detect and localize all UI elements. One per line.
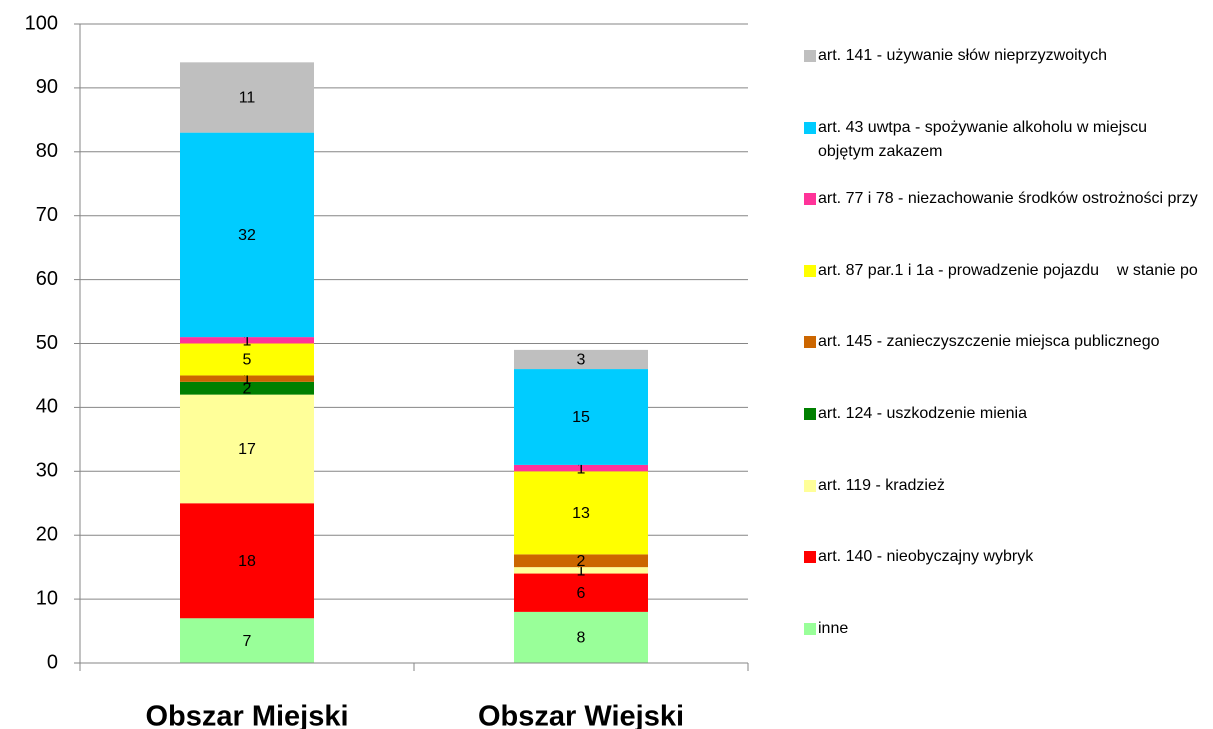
legend-swatch	[804, 193, 816, 206]
legend-label: art. 87 par.1 i 1a - prowadzenie pojazdu…	[818, 261, 1198, 279]
legend-swatch	[804, 479, 816, 492]
legend-label: art. 124 - uszkodzenie mienia	[818, 405, 1027, 422]
legend-label: art. 141 - używanie słów nieprzyzwoitych	[818, 47, 1108, 64]
data-label: 3	[577, 352, 586, 369]
bar-segment	[180, 394, 314, 504]
data-label: 1	[243, 333, 252, 350]
legend-entry: art. 77 i 78 - niezachowanie środków ost…	[804, 187, 1204, 211]
legend-entry: inne	[804, 617, 1204, 641]
y-tick-label: 70	[36, 204, 58, 226]
bar-segment	[514, 369, 648, 465]
legend-entry: art. 119 - kradzież	[804, 474, 1204, 498]
legend-label: art. 77 i 78 - niezachowanie środków ost…	[818, 190, 1198, 208]
data-label: 8	[577, 630, 586, 647]
y-tick-label: 100	[25, 12, 58, 34]
y-tick-label: 20	[36, 523, 58, 545]
y-tick-label: 40	[36, 396, 58, 418]
legend-label: art. 140 - nieobyczajny wybryk	[818, 548, 1034, 566]
bar-segment	[514, 471, 648, 555]
bar-segment	[514, 567, 648, 574]
legend-swatch	[804, 622, 816, 635]
data-label: 13	[572, 505, 590, 522]
x-tick-label: Obszar Wiejski	[478, 701, 684, 729]
data-label: 6	[577, 585, 586, 602]
bar-segment	[180, 62, 314, 133]
y-tick-label: 0	[47, 651, 58, 673]
data-label: 11	[239, 90, 256, 107]
y-tick-label: 30	[36, 460, 58, 482]
bar-segment	[180, 337, 314, 344]
legend-swatch	[804, 50, 816, 62]
bar-segment	[180, 375, 314, 382]
legend-swatch	[804, 551, 816, 564]
y-tick-label: 10	[36, 587, 58, 609]
data-label: 32	[238, 227, 256, 244]
bar-segment	[180, 381, 314, 395]
legend-swatch	[804, 264, 816, 277]
data-label: 7	[243, 633, 252, 650]
legend-swatch	[804, 408, 816, 420]
bar-segment	[180, 132, 314, 338]
data-label: 15	[572, 409, 590, 426]
data-label: 2	[243, 380, 252, 397]
data-label: 5	[243, 352, 252, 369]
bar-segment	[180, 503, 314, 619]
legend-entry: art. 124 - uszkodzenie mienia	[804, 402, 1204, 426]
data-label: 2	[577, 553, 586, 570]
y-tick-label: 60	[36, 268, 58, 290]
legend-entry: art. 141 - używanie słów nieprzyzwoitych	[804, 44, 1204, 68]
x-tick-label: Obszar Miejski	[145, 701, 348, 729]
bar-segment	[180, 618, 314, 663]
bar-segment	[514, 349, 648, 370]
bar-segment	[514, 573, 648, 612]
data-label: 1	[577, 563, 586, 580]
data-label: 1	[243, 371, 252, 388]
legend-label: inne	[818, 619, 849, 637]
legend-label: art. 119 - kradzież	[818, 476, 945, 494]
bar-segment	[180, 343, 314, 376]
legend-swatch	[804, 121, 816, 134]
legend-entry: art. 145 - zanieczyszczenie miejsca publ…	[804, 330, 1204, 354]
y-tick-label: 50	[36, 332, 58, 354]
legend-entry: art. 140 - nieobyczajny wybryk	[804, 545, 1204, 569]
bar-segment	[514, 554, 648, 568]
legend-label: art. 43 uwtpa - spożywanie alkoholu w mi…	[818, 118, 1152, 160]
bar-segment	[514, 611, 648, 663]
legend-swatch	[804, 336, 816, 349]
data-label: 18	[238, 553, 256, 570]
legend-label: art. 145 - zanieczyszczenie miejsca publ…	[818, 333, 1160, 351]
legend-entry: art. 43 uwtpa - spożywanie alkoholu w mi…	[804, 116, 1204, 164]
legend-entry: art. 87 par.1 i 1a - prowadzenie pojazdu…	[804, 259, 1204, 283]
y-tick-label: 90	[36, 76, 58, 98]
data-label: 17	[238, 441, 256, 458]
y-tick-label: 80	[36, 140, 58, 162]
bar-segment	[514, 464, 648, 472]
data-label: 1	[577, 460, 586, 477]
